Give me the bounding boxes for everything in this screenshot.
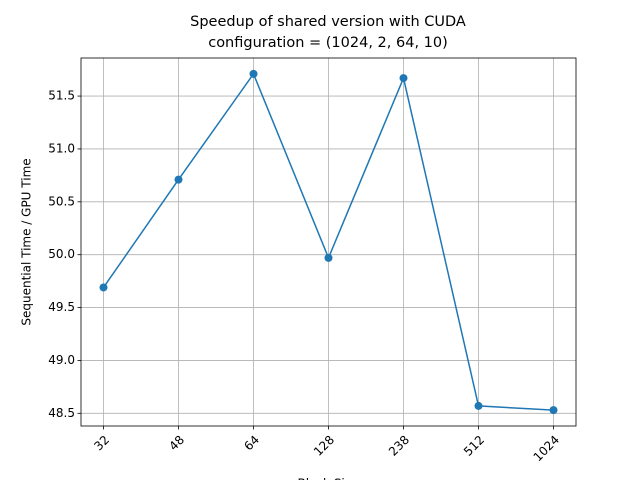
x-axis-label: Block Size bbox=[298, 477, 359, 480]
y-tick-label: 51.0 bbox=[48, 141, 75, 155]
plot-frame bbox=[80, 57, 577, 427]
data-point bbox=[399, 74, 408, 83]
x-tick-label: 128 bbox=[311, 433, 337, 459]
chart-title: Speedup of shared version with CUDA bbox=[190, 14, 466, 30]
x-tick-label: 1024 bbox=[531, 433, 562, 464]
x-tick-label: 512 bbox=[461, 433, 487, 459]
y-tick-label: 48.5 bbox=[48, 406, 75, 420]
x-tick-label: 32 bbox=[91, 433, 112, 454]
x-tick-label: 64 bbox=[241, 433, 262, 454]
y-tick-label: 50.0 bbox=[48, 247, 75, 261]
data-point bbox=[324, 253, 333, 262]
data-point bbox=[99, 283, 108, 292]
y-tick-label: 49.0 bbox=[48, 353, 75, 367]
y-tick-label: 49.5 bbox=[48, 300, 75, 314]
y-tick-label: 50.5 bbox=[48, 194, 75, 208]
data-point bbox=[549, 406, 558, 415]
x-tick-label: 48 bbox=[166, 433, 187, 454]
data-point bbox=[474, 401, 483, 410]
y-axis-label: Sequential Time / GPU Time bbox=[20, 158, 34, 325]
x-tick-label: 238 bbox=[386, 433, 412, 459]
data-point bbox=[249, 69, 258, 78]
chart-title: configuration = (1024, 2, 64, 10) bbox=[208, 35, 448, 51]
data-point bbox=[174, 175, 183, 184]
y-tick-label: 51.5 bbox=[48, 89, 75, 103]
